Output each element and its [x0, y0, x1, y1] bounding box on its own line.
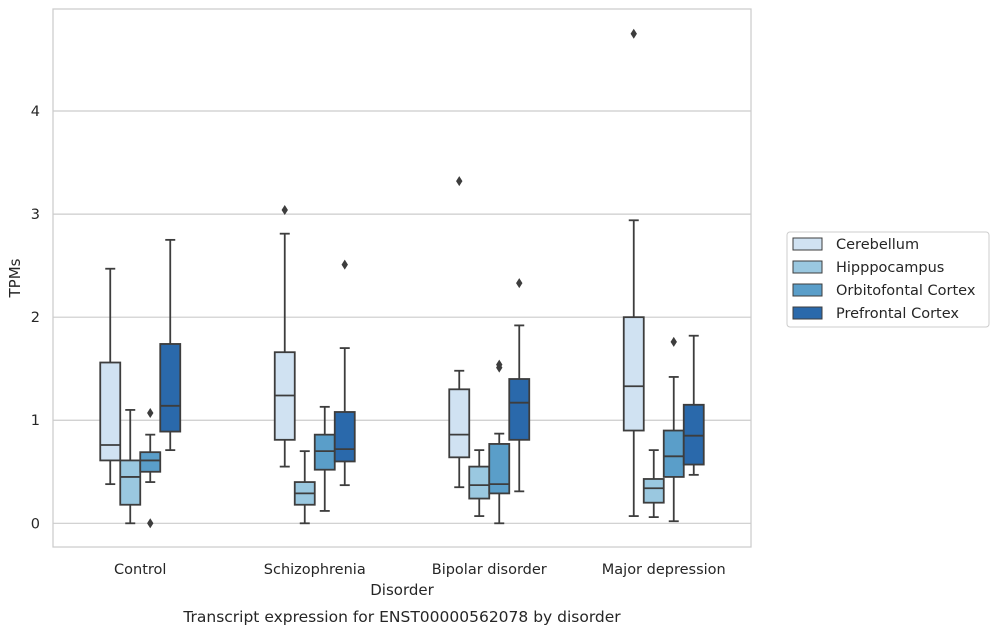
box-group — [293, 450, 316, 525]
outlier-point — [341, 259, 348, 270]
box — [508, 378, 531, 441]
outlier-point — [281, 204, 288, 215]
box — [642, 478, 665, 504]
x-axis-label: Disorder — [370, 581, 434, 599]
box — [99, 361, 122, 462]
box-group — [99, 267, 122, 486]
box-group — [448, 176, 471, 489]
y-tick-label: 0 — [31, 516, 40, 532]
outlier-point — [147, 408, 154, 419]
y-tick-label: 4 — [31, 104, 40, 120]
x-tick-label: Bipolar disorder — [432, 562, 547, 578]
box-group — [662, 336, 685, 523]
legend-label: Cerebellum — [836, 237, 919, 253]
legend-swatch — [792, 306, 823, 320]
box-group — [273, 204, 296, 468]
outlier-point — [496, 359, 503, 370]
box — [488, 443, 511, 495]
plot-frame — [52, 8, 752, 548]
legend-label: Orbitofontal Cortex — [836, 283, 976, 299]
box — [139, 451, 162, 473]
y-tick-labels: 0 1 2 3 4 — [31, 104, 40, 532]
outlier-point — [147, 518, 154, 529]
box-group — [682, 334, 705, 476]
y-axis-label: TPMs — [6, 258, 24, 298]
box-group — [488, 359, 511, 525]
box — [468, 465, 491, 500]
box-group — [622, 28, 645, 517]
outlier-point — [670, 336, 677, 347]
box — [662, 429, 685, 478]
box — [333, 411, 356, 463]
box — [622, 316, 645, 432]
x-tick-label: Major depression — [602, 562, 726, 578]
y-tick-label: 2 — [31, 310, 40, 326]
legend-frame — [786, 231, 990, 328]
outlier-point — [516, 278, 523, 289]
box — [682, 403, 705, 466]
x-tick-label: Schizophrenia — [264, 562, 366, 578]
x-tick-labels: Control Schizophrenia Bipolar disorder Majo… — [114, 562, 726, 578]
legend-label: Hipppocampus — [836, 260, 944, 276]
box-group — [333, 259, 356, 487]
box — [448, 388, 471, 459]
chart-caption: Transcript expression for ENST0000056207… — [182, 608, 621, 626]
y-tick-label: 3 — [31, 207, 40, 223]
outlier-point — [456, 176, 463, 187]
outlier-point — [630, 28, 637, 39]
box — [313, 433, 336, 471]
legend-swatch — [792, 283, 823, 297]
boxes — [99, 28, 705, 529]
legend: Cerebellum Hipppocampus Orbitofontal Corte… — [786, 231, 990, 328]
box-group — [139, 408, 162, 529]
box — [119, 459, 142, 506]
x-tick-label: Control — [114, 562, 166, 578]
box-group — [159, 238, 182, 452]
box-group — [313, 405, 336, 512]
box — [159, 343, 182, 433]
legend-swatch — [792, 260, 823, 274]
legend-label: Prefrontal Cortex — [836, 306, 959, 322]
box-group — [119, 409, 142, 525]
y-tick-label: 1 — [31, 413, 40, 429]
box-group — [468, 449, 491, 517]
legend-swatch — [792, 237, 823, 251]
box-group — [508, 278, 531, 493]
box-group — [642, 449, 665, 519]
